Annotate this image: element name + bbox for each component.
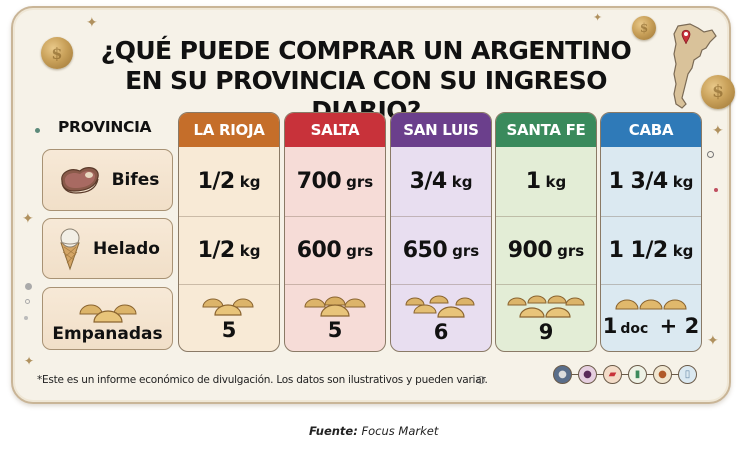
- empanadas-icon: [405, 295, 475, 318]
- man-icon: ●: [653, 365, 672, 384]
- sparkle-icon: ✦: [712, 123, 724, 139]
- argentina-map-icon: [673, 23, 717, 109]
- empanadas-icon: [304, 296, 366, 317]
- empanadas-icon: [615, 299, 687, 310]
- decor-dot: [24, 316, 28, 320]
- sparkle-icon: ✦: [24, 354, 35, 368]
- cell-empanadas: 5: [285, 284, 385, 351]
- cell-empanadas: 6: [391, 284, 491, 351]
- province-header: SALTA: [285, 113, 385, 147]
- row-label-text: Empanadas: [52, 323, 163, 344]
- footnote: *Este es un informe económico de divulga…: [37, 374, 488, 386]
- province-map-green-icon: ▮: [628, 365, 647, 384]
- link-line: [622, 373, 628, 376]
- province-map-red-icon: ▰: [603, 365, 622, 384]
- cell-helado: 1 1/2 kg: [601, 216, 701, 284]
- decor-dot: [707, 151, 714, 158]
- cell-empanadas: 1 doc + 2: [601, 284, 701, 351]
- province-header: CABA: [601, 113, 701, 147]
- link-line: [672, 373, 678, 376]
- cell-bifes: 700 grs: [296, 169, 374, 194]
- row-label-helado: Helado: [42, 218, 173, 279]
- cell-bifes: 3/4 kg: [409, 169, 473, 194]
- province-column-la-rioja: LA RIOJA 1/2 kg 1/2 kg 5: [178, 112, 280, 352]
- decor-dot: [477, 376, 485, 384]
- coin-icon: [701, 75, 735, 109]
- row-label-text: Bifes: [111, 170, 160, 190]
- sparkle-icon: ✦: [593, 11, 603, 24]
- link-line: [572, 373, 578, 376]
- sparkle-icon: ✦: [22, 211, 34, 227]
- decor-dot: [25, 283, 32, 290]
- empanadas-icon: [202, 298, 254, 316]
- province-header: SAN LUIS: [391, 113, 491, 147]
- coin-icon: [632, 16, 656, 40]
- group-people-icon: ●: [553, 365, 572, 384]
- empanadas-count: 1 doc + 2: [602, 314, 700, 338]
- row-label-text: Helado: [93, 238, 160, 259]
- province-header: SANTA FE: [496, 113, 596, 147]
- row-label-empanadas: Empanadas: [42, 287, 173, 350]
- title-line-1: ¿QUÉ PUEDE COMPRAR UN ARGENTINO: [100, 36, 632, 65]
- source-value: Focus Market: [361, 424, 439, 438]
- cell-helado: 650 grs: [391, 216, 491, 284]
- cell-empanadas: 9: [496, 284, 596, 351]
- cell-helado: 600 grs: [285, 216, 385, 284]
- province-header-label: PROVINCIA: [58, 118, 152, 136]
- sparkle-icon: ✦: [707, 333, 719, 349]
- province-header: LA RIOJA: [179, 113, 279, 147]
- cell-bifes: 1 3/4 kg: [608, 169, 694, 194]
- link-line: [597, 373, 603, 376]
- province-column-san-luis: SAN LUIS 3/4 kg 650 grs 6: [390, 112, 492, 352]
- province-column-salta: SALTA 700 grs 600 grs 5: [284, 112, 386, 352]
- cell-helado: 900 grs: [496, 216, 596, 284]
- coin-icon: [41, 37, 73, 69]
- decor-dot: [25, 299, 30, 304]
- cell-bifes: 1 kg: [525, 169, 567, 194]
- cell-helado: 1/2 kg: [179, 216, 279, 284]
- argentina-map-blue-icon: ▯: [678, 365, 697, 384]
- empanadas-icon: [78, 304, 137, 323]
- province-column-santa-fe: SANTA FE 1 kg 900 grs 9: [495, 112, 597, 352]
- woman-icon: ●: [578, 365, 597, 384]
- cell-bifes: 1/2 kg: [197, 169, 261, 194]
- row-label-bifes: Bifes: [42, 149, 173, 211]
- empanadas-icon: [507, 295, 585, 318]
- avatar-chain: ● ● ▰ ▮ ● ▯: [553, 365, 697, 384]
- decor-dot: [714, 188, 718, 192]
- decor-dot: [35, 128, 40, 133]
- ice-cream-cone-icon: [60, 228, 80, 271]
- link-line: [647, 373, 653, 376]
- source-credit: Fuente: Focus Market: [309, 424, 438, 438]
- sparkle-icon: ✦: [86, 15, 98, 31]
- steak-icon: [60, 167, 99, 194]
- source-label: Fuente:: [309, 424, 358, 438]
- province-column-caba: CABA 1 3/4 kg 1 1/2 kg 1 doc + 2: [600, 112, 702, 352]
- cell-empanadas: 5: [179, 284, 279, 351]
